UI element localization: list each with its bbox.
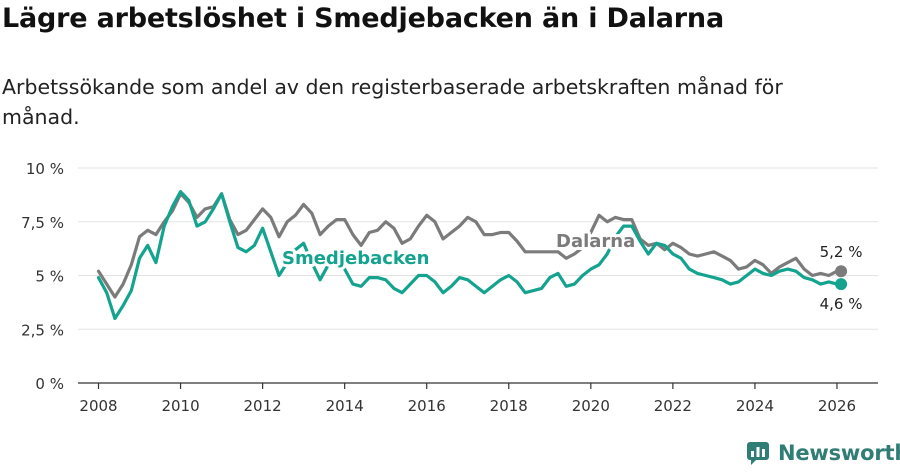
brand-name: Newsworthy	[778, 441, 900, 465]
chart-subtitle: Arbetssökande som andel av den registerb…	[2, 75, 783, 129]
x-tick-label: 2016	[408, 397, 446, 415]
newsworthy-logo-icon	[747, 442, 769, 465]
smedjebacken-line	[96, 190, 843, 321]
x-tick-label: 2014	[326, 397, 364, 415]
dalarna-end-value-label: 5,2 %	[820, 243, 863, 261]
x-tick-label: 2010	[161, 397, 199, 415]
y-tick-label: 2,5 %	[21, 321, 64, 339]
smedjebacken-series-label: Smedjebacken	[282, 248, 429, 269]
dalarna-series-label-halo: Dalarna	[556, 231, 635, 252]
chart-title: Lägre arbetslöshet i Smedjebacken än i D…	[2, 3, 724, 34]
dalarna-end-point	[835, 265, 848, 278]
y-tick-label: 10 %	[26, 160, 64, 178]
y-tick-label: 0 %	[35, 375, 64, 393]
brand[interactable]: Newsworthy	[746, 441, 900, 465]
x-tick-label: 2026	[818, 397, 856, 415]
x-tick-label: 2020	[572, 397, 610, 415]
x-tick-label: 2012	[244, 397, 282, 415]
smedjebacken-series-label-halo: Smedjebacken	[282, 248, 429, 269]
y-tick-label: 7,5 %	[21, 214, 64, 232]
x-tick-label: 2022	[654, 397, 692, 415]
x-tick-label: 2024	[736, 397, 774, 415]
dalarna-series-label: Dalarna	[556, 231, 635, 252]
x-tick-label: 2018	[490, 397, 528, 415]
y-tick-label: 5 %	[35, 268, 64, 286]
smedjebacken-end-point	[835, 278, 848, 291]
smedjebacken-end-value-label: 4,6 %	[820, 295, 863, 313]
x-tick-label: 2008	[79, 397, 117, 415]
